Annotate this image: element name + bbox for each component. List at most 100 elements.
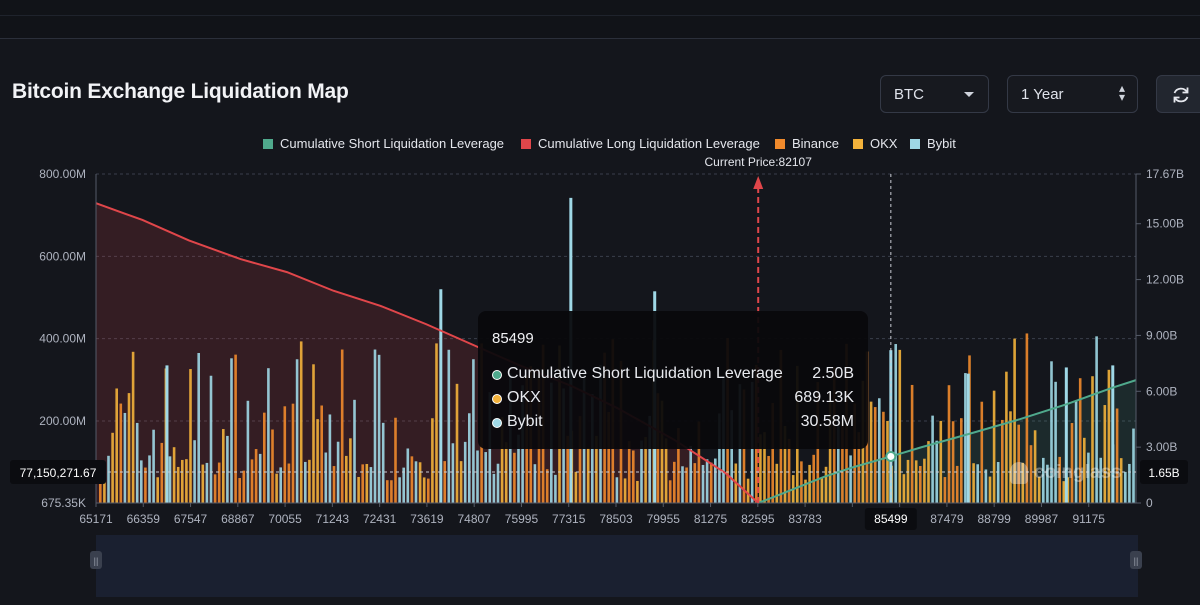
liquidation-bar <box>964 373 967 503</box>
zoom-handle-left[interactable] <box>90 551 102 569</box>
liquidation-bar <box>705 459 709 503</box>
liquidation-bar <box>418 462 422 503</box>
liquidation-bar <box>230 358 233 503</box>
liquidation-bar <box>668 480 672 503</box>
x-tick-label: 78503 <box>599 512 633 526</box>
page-title: Bitcoin Exchange Liquidation Map <box>12 80 349 103</box>
x-tick-label: 73619 <box>410 512 444 526</box>
liquidation-bar <box>275 473 278 503</box>
nav-divider <box>0 15 1200 16</box>
liquidation-bar <box>824 466 828 503</box>
liquidation-bar <box>332 466 336 503</box>
liquidation-bar <box>172 447 176 503</box>
x-tick-label: 67547 <box>174 512 208 526</box>
liquidation-bar <box>308 459 311 503</box>
liquidation-bar <box>1046 464 1049 503</box>
liquidation-bar <box>1099 457 1102 503</box>
liquidation-bar <box>927 441 930 503</box>
coin-select-value: BTC <box>894 86 924 103</box>
liquidation-bar <box>849 455 852 503</box>
liquidation-bar <box>640 440 643 503</box>
liquidation-bar <box>185 459 188 503</box>
liquidation-bar <box>1042 457 1045 503</box>
liquidation-bar <box>517 434 520 503</box>
liquidation-bar <box>131 351 135 503</box>
x-tick-label: 65171 <box>79 512 113 526</box>
series-dot-icon <box>492 394 502 404</box>
liquidation-bar <box>1128 463 1131 503</box>
liquidation-bar <box>1050 361 1053 503</box>
liquidation-bar <box>886 420 889 503</box>
liquidation-bar <box>246 400 250 503</box>
legend-swatch <box>853 139 863 149</box>
liquidation-bar <box>1095 336 1098 503</box>
liquidation-bar <box>697 421 701 503</box>
tooltip-row-value: 2.50B <box>812 365 854 382</box>
liquidation-bar <box>295 359 299 503</box>
liquidation-bar <box>427 478 430 503</box>
legend-swatch <box>263 139 273 149</box>
liquidation-bar <box>250 459 254 503</box>
liquidation-bar <box>222 429 225 503</box>
liquidation-bar <box>673 461 676 503</box>
grip-icon: || <box>1134 556 1139 566</box>
liquidation-bar <box>681 466 684 503</box>
liquidation-bar <box>689 445 692 503</box>
zoom-handle-right[interactable] <box>1130 551 1142 569</box>
legend-item-label[interactable]: OKX <box>870 136 898 151</box>
legend-item-label[interactable]: Cumulative Short Liquidation Leverage <box>280 136 504 151</box>
liquidation-bar <box>406 448 410 503</box>
coinglass-logo-icon <box>1010 462 1028 484</box>
liquidation-bar <box>693 463 697 503</box>
liquidation-bar-peak <box>1064 367 1068 503</box>
liquidation-bar <box>148 455 151 503</box>
y-right-tick-label: 15.00B <box>1146 217 1184 231</box>
y-right-tick-label: 17.67B <box>1146 167 1184 181</box>
zoom-slider-track[interactable] <box>96 535 1138 597</box>
x-tick-label: 72431 <box>363 512 397 526</box>
liquidation-bar <box>422 477 426 503</box>
liquidation-bar <box>455 383 459 503</box>
coinglass-watermark: coinglass <box>1010 462 1122 484</box>
liquidation-bar <box>312 364 315 503</box>
liquidation-bar <box>988 476 992 503</box>
coin-select[interactable]: BTC <box>880 75 989 113</box>
liquidation-bar <box>996 462 1000 503</box>
crosshair-overlay: Current Price:82107 77,150,271.67 1.65B 854… <box>10 155 1188 597</box>
liquidation-bar <box>939 420 943 503</box>
liquidation-bar <box>763 432 766 503</box>
liquidation-bar <box>759 434 762 503</box>
refresh-button[interactable] <box>1156 75 1200 113</box>
liquidation-bar <box>1033 430 1037 503</box>
liquidation-bar <box>324 452 328 503</box>
time-range-select[interactable]: 1 Year ▴ ▾ <box>1007 75 1138 113</box>
legend-item-label[interactable]: Bybit <box>927 136 956 151</box>
liquidation-bar <box>476 450 479 503</box>
liquidation-bar <box>189 369 192 503</box>
liquidation-bar <box>701 464 705 503</box>
liquidation-bar <box>1001 419 1004 503</box>
liquidation-bar <box>931 415 934 503</box>
liquidation-bar <box>1025 333 1029 503</box>
liquidation-bar <box>176 466 180 503</box>
tooltip-row-value: 689.13K <box>794 389 854 406</box>
liquidation-bar <box>1009 411 1012 503</box>
liquidation-bar <box>906 459 910 503</box>
liquidation-bar <box>992 390 996 503</box>
legend-item-label[interactable]: Cumulative Long Liquidation Leverage <box>538 136 760 151</box>
liquidation-bar <box>837 418 840 503</box>
liquidation-bar <box>500 417 504 503</box>
liquidation-bar <box>951 421 955 503</box>
tooltip-title: 85499 <box>492 330 534 347</box>
liquidation-bar <box>533 464 537 503</box>
liquidation-bar <box>447 349 451 503</box>
liquidation-bar <box>545 469 549 503</box>
legend-item-label[interactable]: Binance <box>792 136 839 151</box>
liquidation-bar <box>127 393 131 503</box>
liquidation-bar <box>299 341 303 503</box>
x-tick-label: 71243 <box>316 512 350 526</box>
liquidation-bar <box>398 477 401 503</box>
top-navigation-bar <box>0 0 1200 39</box>
liquidation-bar <box>135 422 139 503</box>
chart-legend: Cumulative Short Liquidation Leverage Cum… <box>263 136 956 151</box>
